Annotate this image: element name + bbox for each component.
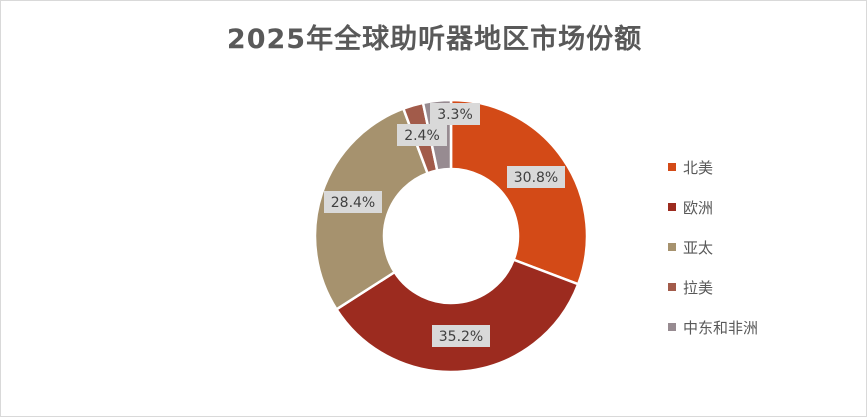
pie-slice bbox=[334, 258, 580, 374]
data-label: 3.3% bbox=[430, 103, 480, 125]
svg-text:28.4%: 28.4% bbox=[331, 195, 375, 211]
svg-text:3.3%: 3.3% bbox=[437, 107, 473, 123]
legend-swatch bbox=[668, 283, 676, 291]
legend-swatch bbox=[668, 203, 676, 211]
legend-swatch bbox=[668, 163, 676, 171]
data-label: 30.8% bbox=[507, 166, 565, 188]
chart-title: 2025年全球助听器地区市场份额 bbox=[226, 24, 643, 55]
legend-label: 中东和非洲 bbox=[683, 318, 759, 337]
legend-item: 北美 bbox=[668, 147, 758, 187]
data-label: 35.2% bbox=[432, 325, 490, 347]
legend-label: 欧洲 bbox=[683, 198, 714, 217]
svg-text:2.4%: 2.4% bbox=[404, 128, 440, 144]
legend-swatch bbox=[668, 243, 676, 251]
svg-text:30.8%: 30.8% bbox=[514, 170, 558, 186]
legend-item: 拉美 bbox=[668, 267, 758, 307]
legend-label: 拉美 bbox=[683, 278, 714, 297]
svg-text:35.2%: 35.2% bbox=[439, 329, 483, 345]
legend-item: 中东和非洲 bbox=[668, 307, 758, 347]
legend-label: 亚太 bbox=[683, 238, 714, 257]
legend-item: 欧洲 bbox=[668, 187, 758, 227]
data-label: 2.4% bbox=[397, 124, 447, 146]
legend: 北美欧洲亚太拉美中东和非洲 bbox=[668, 147, 758, 347]
legend-label: 北美 bbox=[683, 158, 714, 177]
legend-item: 亚太 bbox=[668, 227, 758, 267]
data-label: 28.4% bbox=[324, 191, 382, 213]
legend-swatch bbox=[668, 323, 676, 331]
pie-slice bbox=[449, 98, 589, 286]
